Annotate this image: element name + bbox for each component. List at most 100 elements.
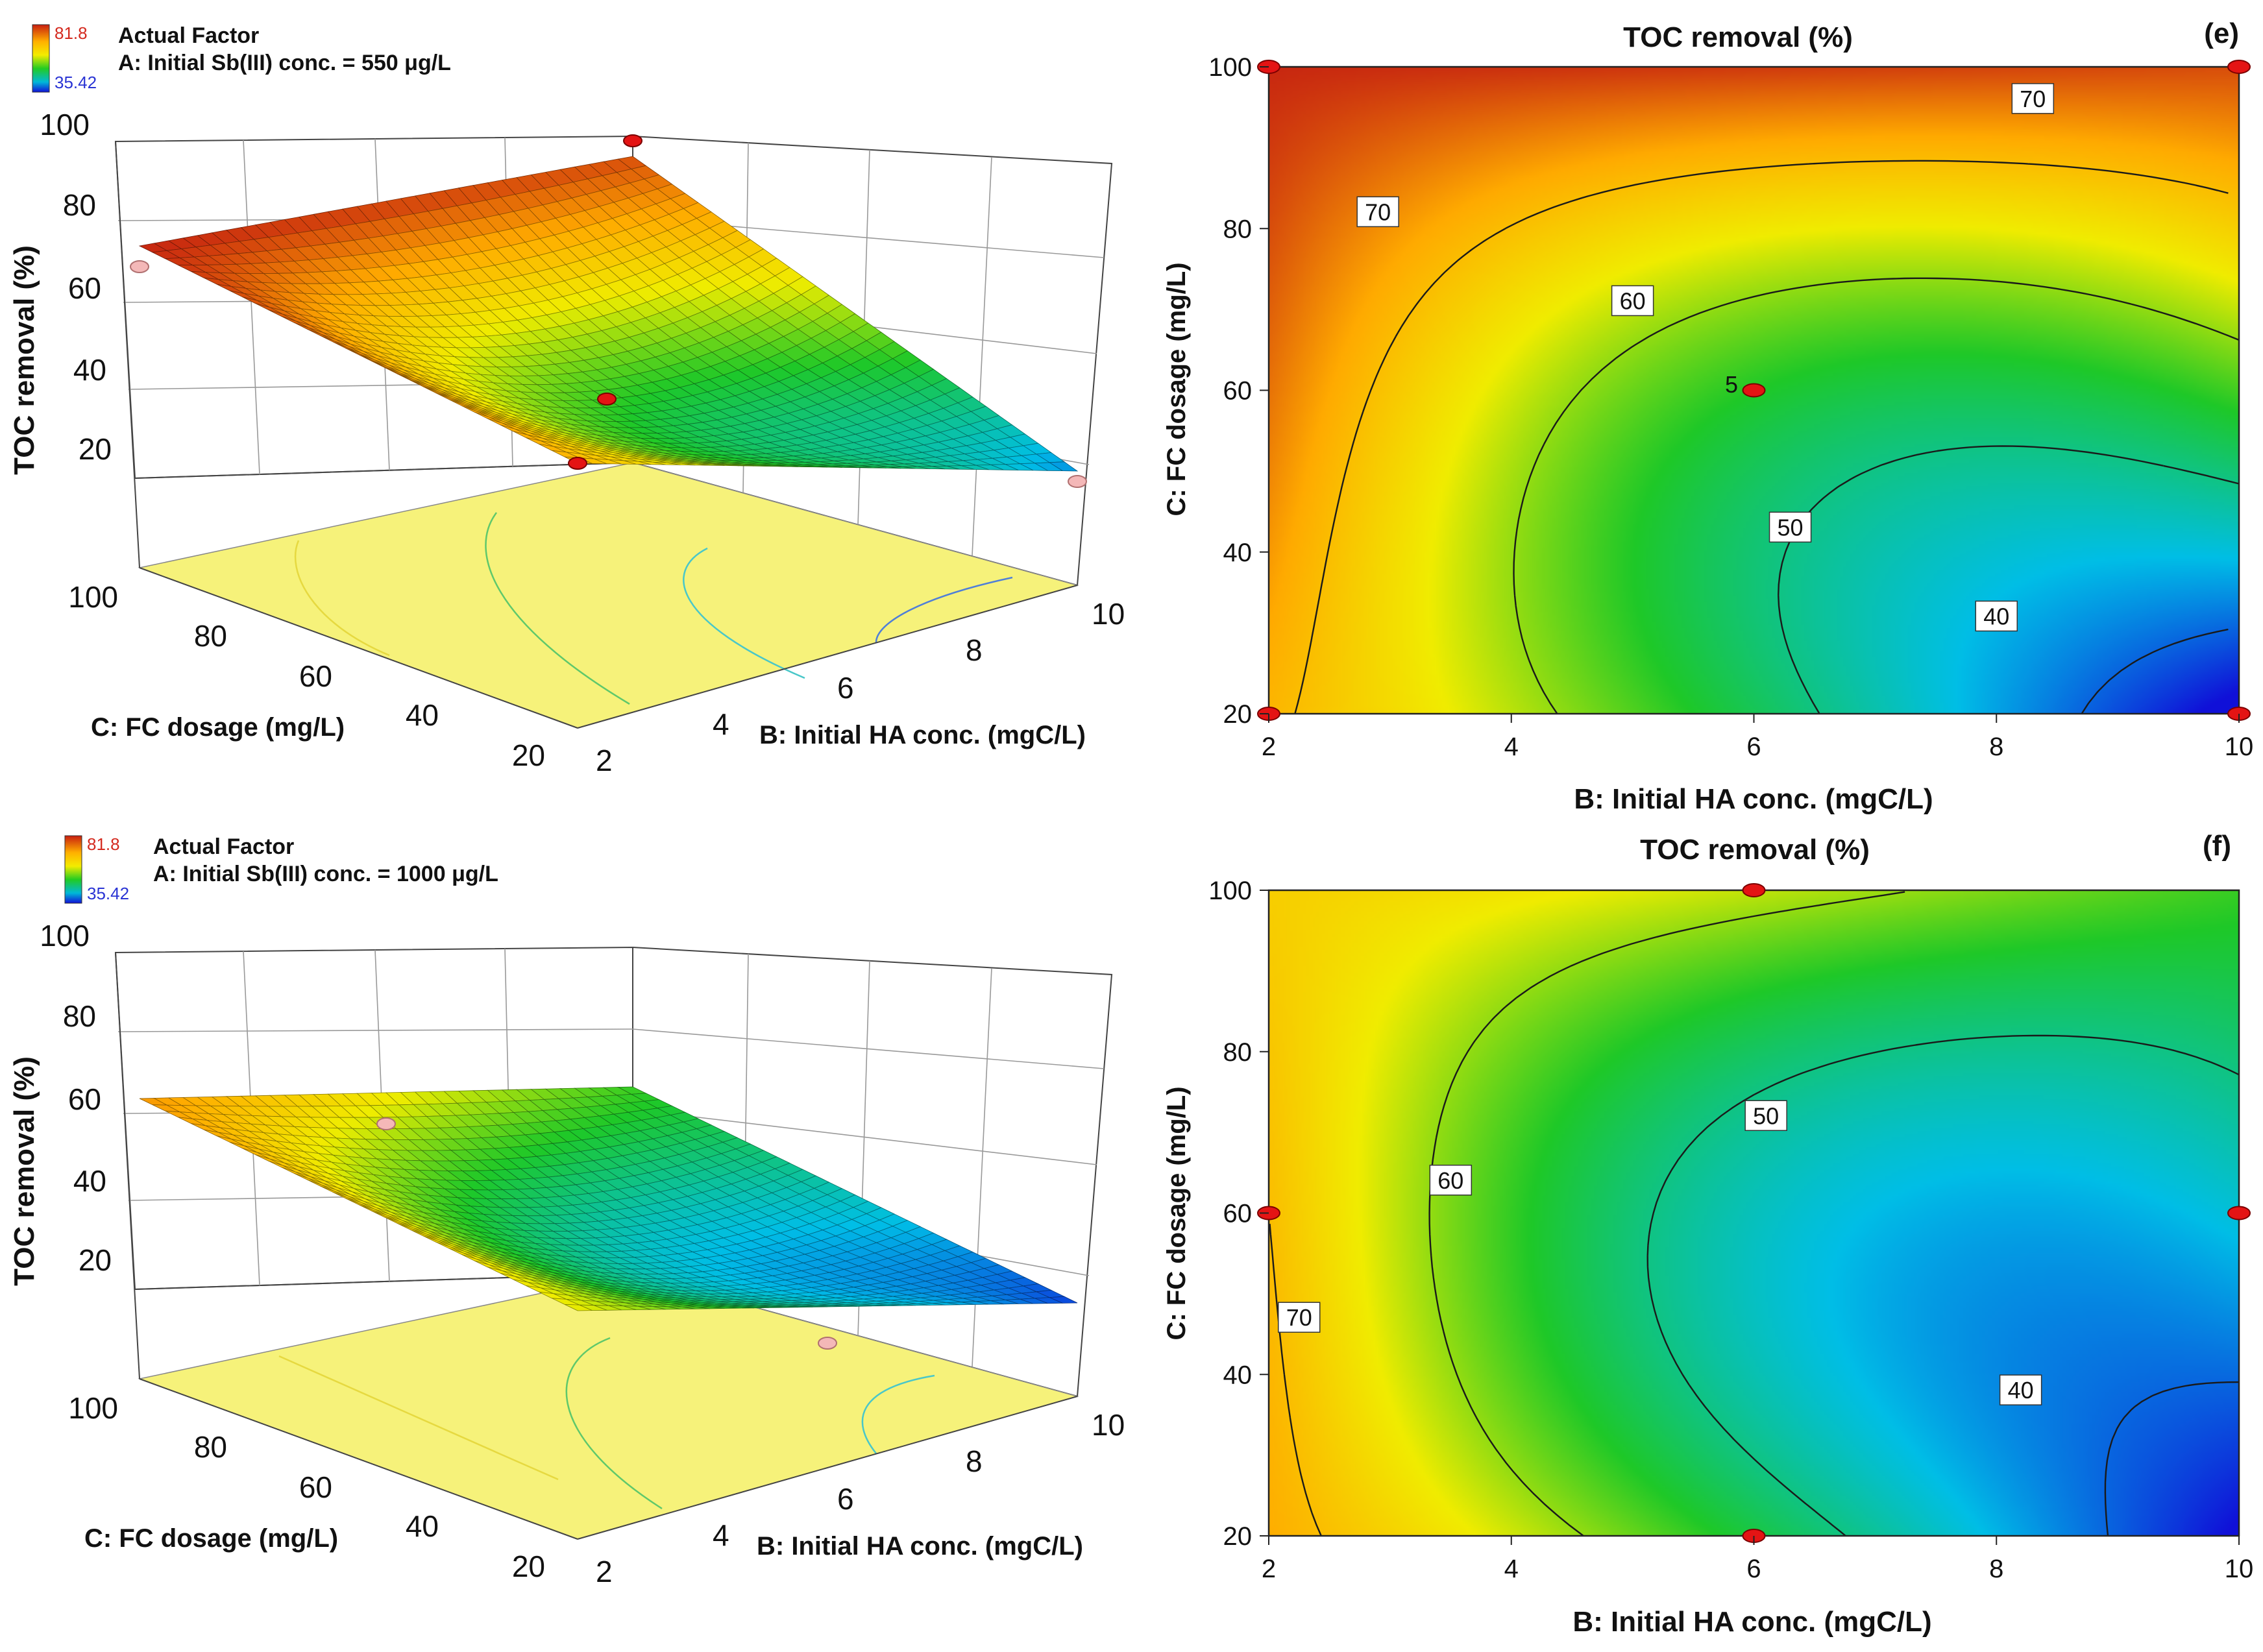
z-tick: 20 [79,432,112,466]
y-tick: 100 [1208,53,1252,82]
contour-line [1513,277,2240,714]
contour-label-text: 40 [1983,603,2009,629]
x-tick: 6 [837,671,854,705]
floor-contours [278,1337,935,1510]
design-point [130,260,149,273]
z-axis-label: TOC removal (%) [8,245,40,475]
surface-plot-1000: 81.8 35.42 Actual Factor A: Initial Sb(I… [8,834,1125,1588]
z-tick: 40 [73,1164,106,1198]
z-axis: TOC removal (%) 100 80 60 40 20 [8,108,140,568]
contour-label-text: 70 [2020,86,2046,112]
z-tick: 60 [68,271,101,305]
x-tick: 10 [1092,1408,1125,1442]
y-tick: 40 [406,698,439,732]
surface-cell [1048,461,1079,472]
contour-plot-f: 70 60 50 40 TOC removal (%) (f) 2 4 6 8 10 20 40 6… [1162,830,2253,1638]
chart-title: TOC removal (%) [1640,834,1870,866]
x-tick: 8 [966,1444,983,1478]
z-tick: 20 [79,1243,112,1277]
response-surface [138,156,1079,472]
y-axis: 100 80 60 40 20 C: FC dosage (mg/L) [68,1378,578,1583]
contour-label: 60 [1611,285,1654,317]
contour-label-text: 50 [1753,1102,1779,1129]
y-tick: 60 [299,659,332,693]
x-tick: 4 [713,1518,729,1552]
contour-label: 50 [1768,511,1812,543]
axes: 2 4 6 8 10 20 40 60 80 100 [1208,877,2253,1583]
design-points [130,134,1087,488]
contour-label: 40 [1975,600,2018,632]
panel-label: (f) [2203,830,2231,862]
chart-title: TOC removal (%) [1623,21,1853,53]
contour-heatmap [1269,890,2239,1536]
x-tick: 6 [1746,733,1761,761]
factor-title: Actual Factor [118,23,259,48]
x-tick: 8 [966,633,983,667]
y-axis-label: C: FC dosage (mg/L) [91,713,345,742]
contour-label-text: 50 [1778,514,1804,541]
design-point [2227,60,2251,74]
contour-line [2081,628,2229,714]
x-tick: 6 [837,1482,854,1516]
contour-label-box [1768,511,1812,543]
contour-label-box [1999,1374,2042,1405]
x-tick: 2 [596,744,613,777]
design-point [568,457,587,470]
contour-label-box [1744,1100,1787,1131]
contour-label-text: 70 [1365,199,1391,225]
panel-label: (e) [2204,18,2239,49]
x-tick: 4 [1504,1555,1519,1583]
y-tick: 40 [1223,539,1253,567]
x-axis: 2 4 6 8 10 B: Initial HA conc. (mgC/L) [577,1396,1125,1588]
contour-label-text: 60 [1437,1167,1463,1194]
x-tick: 10 [1092,597,1125,631]
y-tick: 100 [68,580,118,614]
legend-min: 35.42 [55,73,97,92]
x-axis-label: B: Initial HA conc. (mgC/L) [759,721,1086,749]
contour-label: 70 [1277,1302,1321,1333]
y-tick: 40 [1223,1361,1253,1389]
y-tick: 40 [406,1509,439,1543]
contour-lines [1294,160,2240,714]
surface-cell [1049,1296,1078,1304]
x-tick: 4 [1504,733,1519,761]
y-tick: 100 [1208,877,1252,905]
contour-label-box [1611,285,1654,317]
floor-projection [138,1273,1079,1540]
legend-max: 81.8 [55,23,88,43]
y-tick: 80 [1223,1038,1253,1067]
design-point [376,1117,396,1130]
contour-label-box [1356,196,1399,228]
y-axis: 100 80 60 40 20 C: FC dosage (mg/L) [68,567,578,772]
design-point [818,1337,837,1350]
y-axis-label: C: FC dosage (mg/L) [1162,1086,1191,1340]
contour-label: 70 [2011,83,2055,114]
x-axis: 2 4 6 8 10 B: Initial HA conc. (mgC/L) [577,585,1125,777]
design-point [597,393,617,406]
y-tick: 80 [194,1430,227,1464]
contour-labels: 70 70 60 50 40 [1356,83,2055,632]
contour-label-text: 60 [1620,287,1646,314]
x-tick: 6 [1746,1555,1761,1583]
x-tick: 2 [1262,733,1276,761]
y-tick: 20 [512,1549,545,1583]
contour-label-box [1429,1165,1473,1196]
design-points [376,1117,837,1350]
factor-title: Actual Factor [153,834,294,859]
y-tick: 20 [1223,700,1253,729]
y-axis-label: C: FC dosage (mg/L) [84,1524,338,1553]
surface-plot-550: 81.8 35.42 Actual Factor A: Initial Sb(I… [8,23,1125,777]
x-tick: 10 [2225,733,2254,761]
z-tick: 60 [68,1082,101,1116]
y-tick: 80 [194,619,227,653]
x-tick: 2 [596,1555,613,1588]
axes: 2 4 6 8 10 20 40 60 80 100 [1208,53,2253,761]
contour-line [1646,1034,2240,1537]
center-point-label: 5 [1725,371,1738,398]
design-point [1742,383,1766,398]
contour-labels: 70 60 50 40 [1277,1100,2042,1405]
x-tick: 8 [1989,1555,2003,1583]
z-tick: 80 [63,188,96,222]
